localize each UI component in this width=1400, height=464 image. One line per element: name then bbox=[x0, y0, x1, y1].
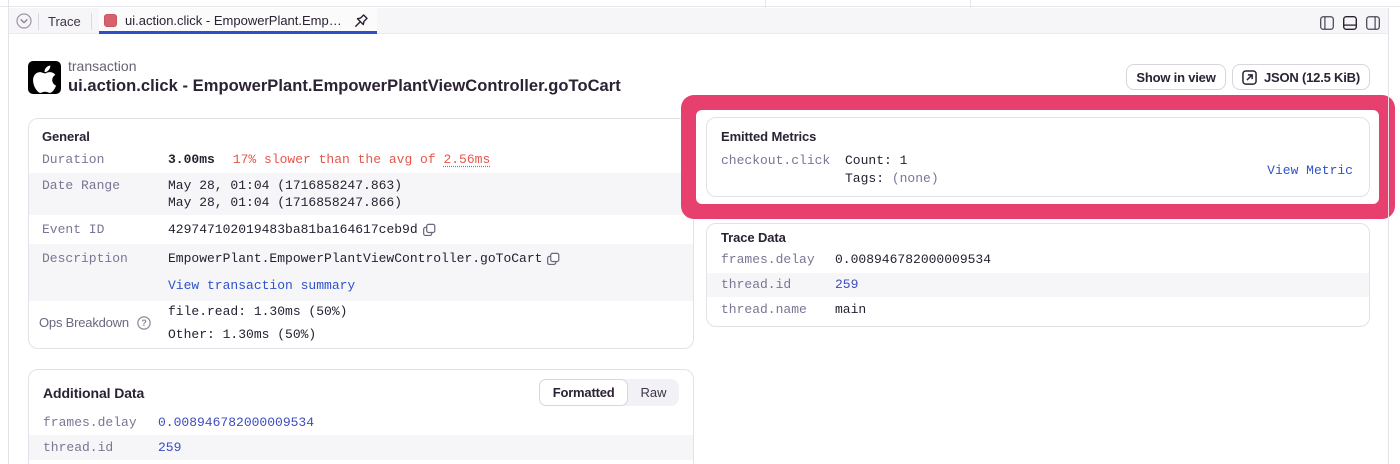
svg-text:?: ? bbox=[142, 318, 147, 328]
